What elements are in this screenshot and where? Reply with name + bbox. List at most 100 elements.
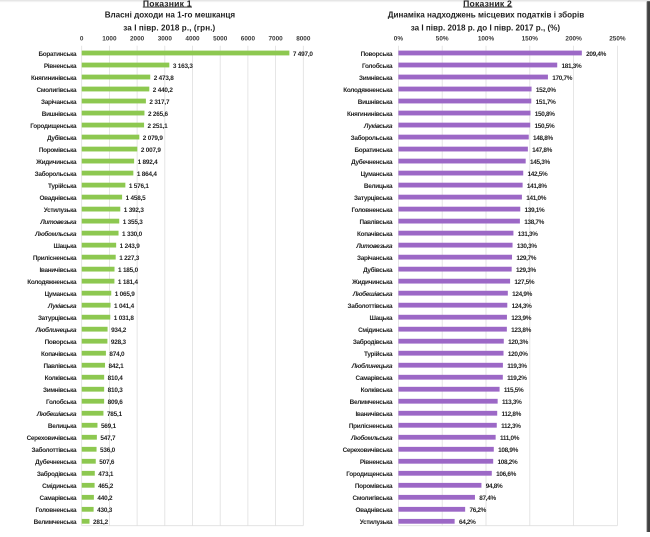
svg-text:Колківська: Колківська <box>361 386 393 394</box>
svg-text:1000: 1000 <box>102 36 117 43</box>
svg-text:131,3%: 131,3% <box>518 231 538 238</box>
svg-text:7000: 7000 <box>268 36 283 43</box>
svg-text:141,8%: 141,8% <box>527 183 547 190</box>
svg-text:Цуманська: Цуманська <box>361 171 393 178</box>
svg-text:1 181,4: 1 181,4 <box>118 279 139 286</box>
svg-text:440,2: 440,2 <box>97 495 113 502</box>
svg-text:111,0%: 111,0% <box>500 435 520 442</box>
svg-text:108,2%: 108,2% <box>497 459 517 466</box>
svg-text:87,4%: 87,4% <box>479 495 496 502</box>
svg-text:3000: 3000 <box>158 36 173 43</box>
svg-text:2 265,6: 2 265,6 <box>148 111 169 118</box>
svg-text:547,7: 547,7 <box>100 435 116 442</box>
svg-text:0: 0 <box>80 36 84 43</box>
svg-text:123,9%: 123,9% <box>511 315 531 322</box>
svg-text:129,3%: 129,3% <box>516 267 536 274</box>
svg-text:Сереховичівська: Сереховичівська <box>27 434 77 442</box>
svg-text:112,3%: 112,3% <box>501 423 521 430</box>
svg-text:Устилузька: Устилузька <box>360 519 393 526</box>
svg-text:124,9%: 124,9% <box>512 291 532 298</box>
svg-text:Поромівська: Поромівська <box>355 482 393 490</box>
svg-text:123,8%: 123,8% <box>511 327 531 334</box>
svg-text:Зимнівська: Зимнівська <box>43 386 77 394</box>
svg-text:3 163,3: 3 163,3 <box>173 63 194 70</box>
svg-text:Любешівська: Любешівська <box>352 290 393 298</box>
svg-text:Забродівська: Забродівська <box>353 338 393 346</box>
svg-text:127,5%: 127,5% <box>514 279 534 286</box>
svg-text:Прилісненська: Прилісненська <box>349 422 393 430</box>
svg-text:Заборольська: Заборольська <box>35 170 77 178</box>
svg-text:Велимченська: Велимченська <box>350 399 393 406</box>
svg-text:Сереховичівська: Сереховичівська <box>343 446 393 454</box>
svg-text:Луківська: Луківська <box>47 302 77 310</box>
svg-text:2 007,9: 2 007,9 <box>141 147 162 154</box>
svg-text:Вишнівська: Вишнівська <box>42 110 77 118</box>
svg-text:147,8%: 147,8% <box>532 147 552 154</box>
svg-text:120,3%: 120,3% <box>508 339 528 346</box>
svg-text:Павлівська: Павлівська <box>43 362 77 370</box>
svg-text:4000: 4000 <box>185 36 200 43</box>
svg-text:Городищенська: Городищенська <box>346 471 393 478</box>
svg-text:Дубечненська: Дубечненська <box>351 158 393 166</box>
svg-text:Велицька: Велицька <box>48 423 77 430</box>
svg-text:2 251,1: 2 251,1 <box>148 123 169 130</box>
svg-text:2 317,7: 2 317,7 <box>149 99 170 106</box>
svg-text:7 497,0: 7 497,0 <box>293 51 314 58</box>
svg-text:Устилузька: Устилузька <box>44 207 77 214</box>
svg-text:Смолигівська: Смолигівська <box>352 494 393 502</box>
svg-text:1 864,4: 1 864,4 <box>137 171 158 178</box>
svg-text:141,0%: 141,0% <box>526 195 546 202</box>
svg-text:Рівненська: Рівненська <box>360 458 393 466</box>
svg-text:569,1: 569,1 <box>101 423 117 430</box>
svg-text:Поромівська: Поромівська <box>39 146 77 154</box>
svg-text:Люблинецька: Люблинецька <box>351 362 393 370</box>
svg-text:76,2%: 76,2% <box>469 507 486 514</box>
svg-text:928,3: 928,3 <box>111 339 127 346</box>
svg-text:473,1: 473,1 <box>98 471 114 478</box>
svg-text:874,0: 874,0 <box>109 351 125 358</box>
svg-text:934,2: 934,2 <box>111 327 127 334</box>
svg-text:Литовезька: Литовезька <box>355 243 393 250</box>
svg-text:1 392,3: 1 392,3 <box>124 207 145 214</box>
svg-text:1 185,0: 1 185,0 <box>118 267 139 274</box>
svg-text:130,3%: 130,3% <box>517 243 537 250</box>
svg-text:Показник 1: Показник 1 <box>143 0 192 8</box>
svg-text:Поворська: Поворська <box>45 339 77 346</box>
svg-text:0%: 0% <box>394 36 404 43</box>
svg-text:Самарівська: Самарівська <box>355 374 393 382</box>
svg-text:8000: 8000 <box>296 36 311 43</box>
svg-text:Княгининівська: Княгининівська <box>347 110 393 118</box>
svg-text:Показник 2: Показник 2 <box>463 0 512 8</box>
svg-text:Шацька: Шацька <box>54 243 78 250</box>
svg-text:1 041,4: 1 041,4 <box>114 303 135 310</box>
svg-text:1 458,5: 1 458,5 <box>126 195 147 202</box>
svg-text:Головненська: Головненська <box>352 207 394 214</box>
svg-text:100%: 100% <box>478 36 495 43</box>
svg-text:142,5%: 142,5% <box>528 171 548 178</box>
svg-text:1 576,1: 1 576,1 <box>129 183 150 190</box>
svg-text:785,1: 785,1 <box>107 411 123 418</box>
svg-text:Смідинська: Смідинська <box>42 482 77 490</box>
svg-text:809,6: 809,6 <box>108 399 124 406</box>
svg-text:Дубечненська: Дубечненська <box>35 458 77 466</box>
svg-text:115,5%: 115,5% <box>504 387 524 394</box>
svg-text:Копачівська: Копачівська <box>41 350 77 358</box>
svg-text:50%: 50% <box>436 36 449 43</box>
svg-text:151,7%: 151,7% <box>536 99 556 106</box>
svg-text:Вишнівська: Вишнівська <box>358 98 393 106</box>
svg-text:Велимченська: Велимченська <box>34 519 77 526</box>
svg-text:Городищенська: Городищенська <box>30 123 77 130</box>
svg-text:119,2%: 119,2% <box>507 375 527 382</box>
svg-text:Павлівська: Павлівська <box>359 218 393 226</box>
svg-text:2000: 2000 <box>130 36 145 43</box>
svg-text:150,5%: 150,5% <box>535 123 555 130</box>
svg-text:1 031,8: 1 031,8 <box>114 315 135 322</box>
svg-text:Заболоттівська: Заболоттівська <box>347 302 393 310</box>
svg-text:Затурцівська: Затурцівська <box>354 194 393 202</box>
svg-text:465,2: 465,2 <box>98 483 114 490</box>
svg-text:Любомльська: Любомльська <box>34 230 77 238</box>
svg-text:Литовезька: Литовезька <box>39 219 77 226</box>
svg-text:Власні доходи на 1-го мешканця: Власні доходи на 1-го мешканця <box>105 11 236 20</box>
svg-text:119,3%: 119,3% <box>507 363 527 370</box>
svg-text:2 473,8: 2 473,8 <box>154 75 175 82</box>
